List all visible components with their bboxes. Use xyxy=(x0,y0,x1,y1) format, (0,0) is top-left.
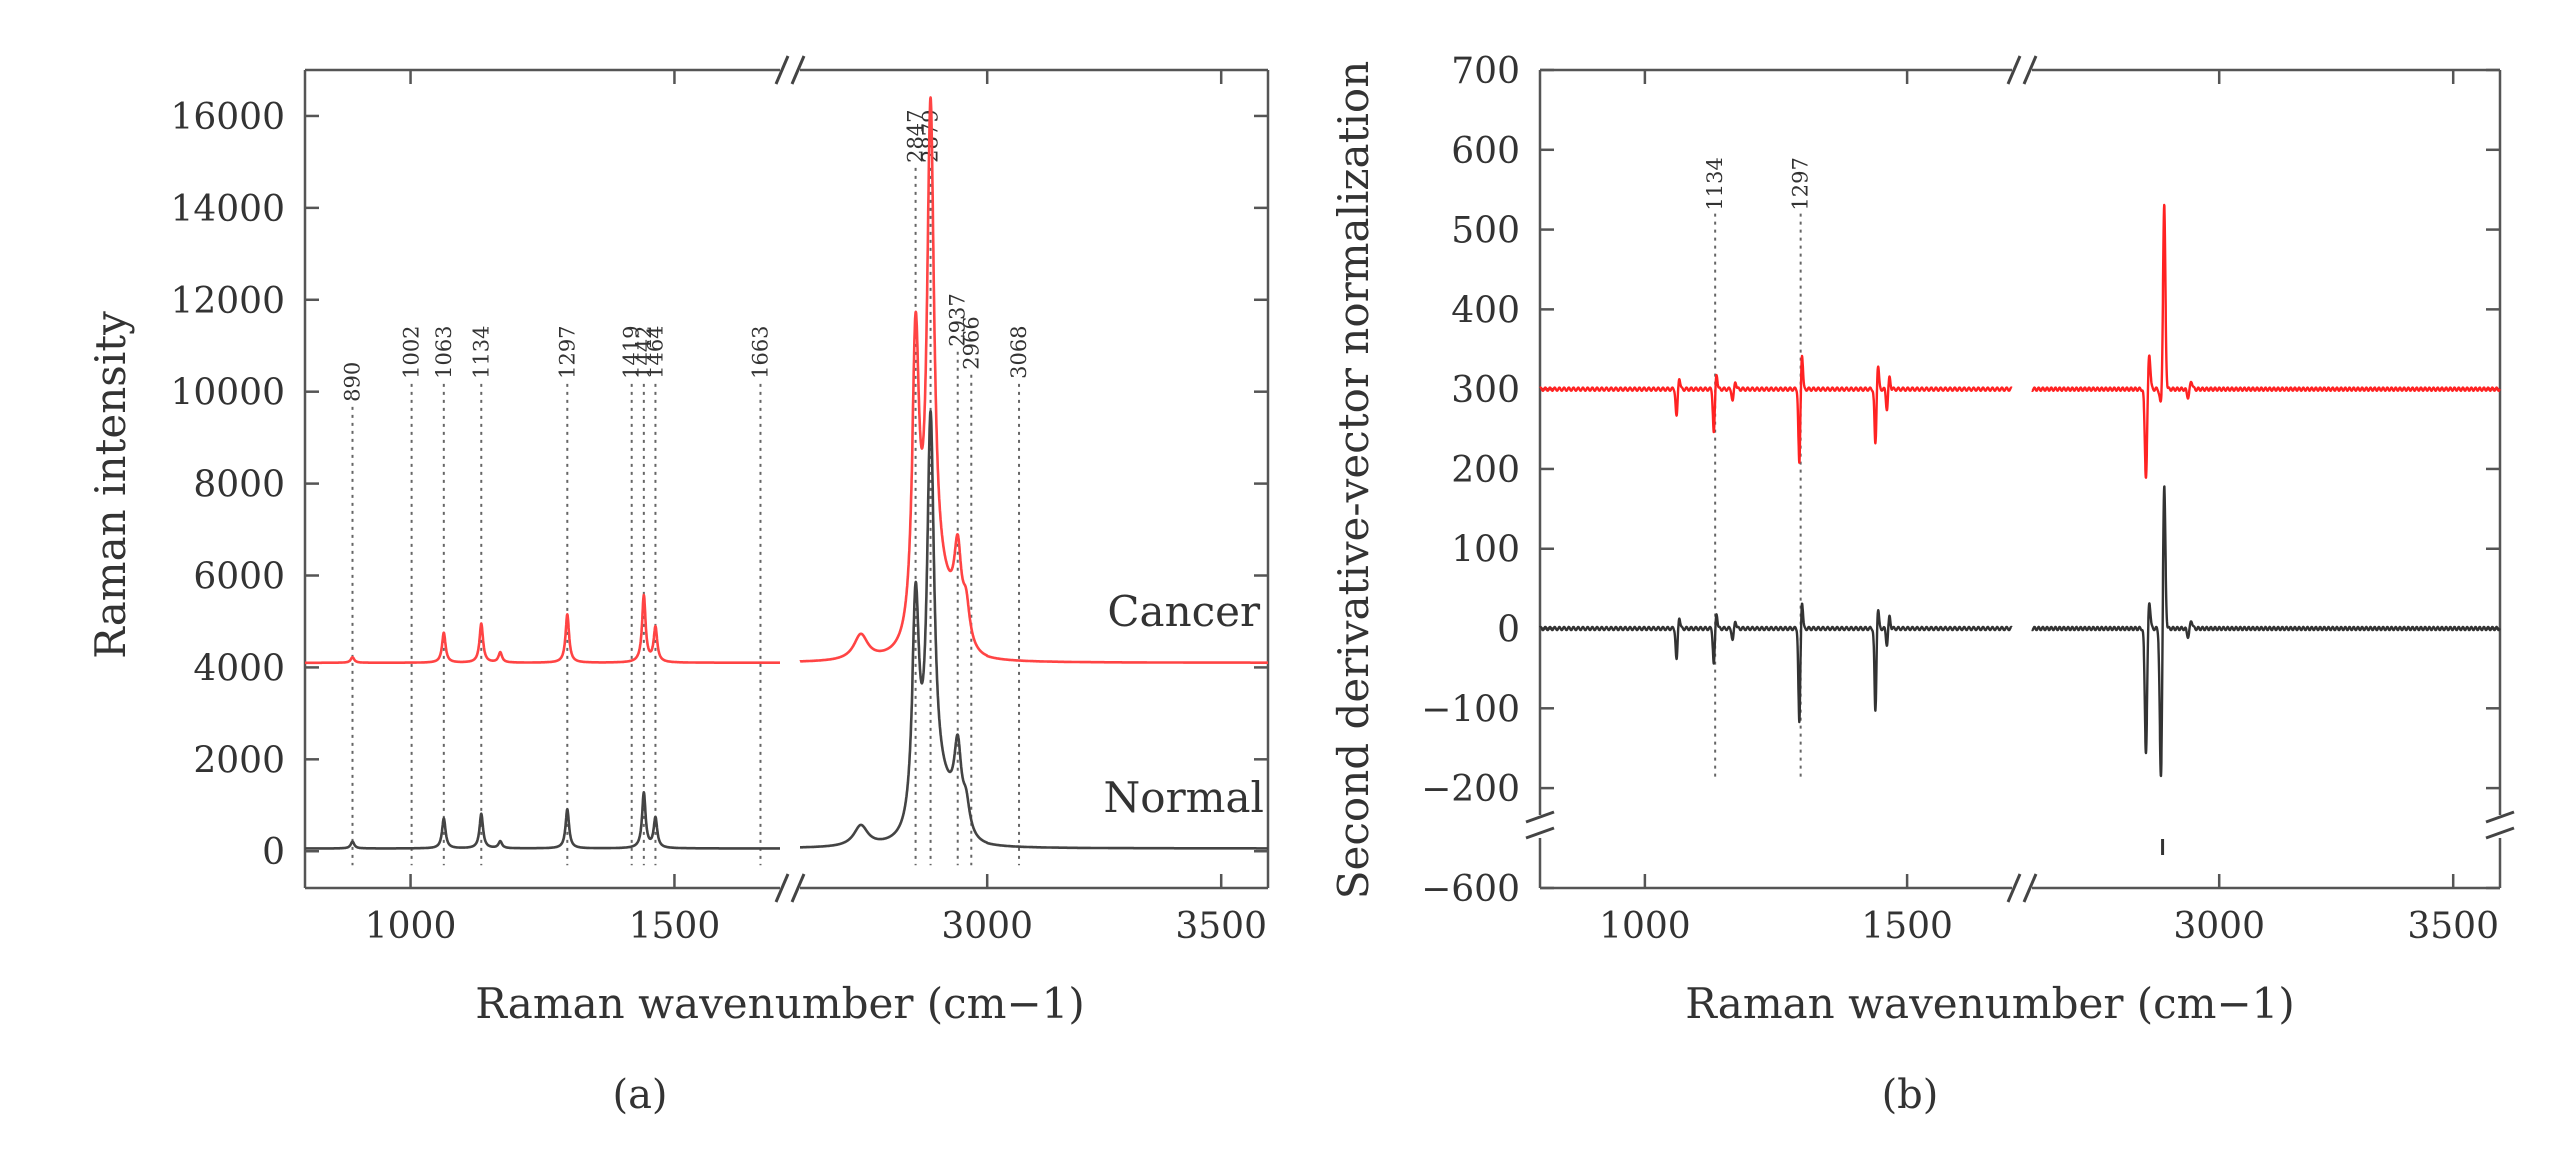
panel-b-y-tick-label: −600 xyxy=(1421,869,1520,910)
panel-b-y-axis-title: Second derivative-vector normalization xyxy=(1329,61,1378,899)
panel-a-x-tick-label: 1000 xyxy=(365,906,457,947)
panel-a-peak-label: 1442 xyxy=(632,325,656,378)
panel-b-series-line-cancer xyxy=(2031,203,2501,479)
panel-a-y-tick-label: 6000 xyxy=(193,557,285,598)
panel-b-y-tick-label: 300 xyxy=(1451,370,1520,411)
panel-a-peak-label: 1134 xyxy=(469,325,493,378)
panel-b-label: (b) xyxy=(1882,1072,1939,1118)
panel-a-peak-label: 1419 xyxy=(620,325,644,378)
panel-a-peak-label: 1063 xyxy=(432,325,456,378)
panel-b-axis-break-mark xyxy=(2022,873,2038,903)
panel-a-series-line-cancer xyxy=(798,96,1270,664)
panel-a-peak-label: 2966 xyxy=(959,316,983,369)
panel-b-series-line-cancer xyxy=(1539,354,2013,464)
panel-a-peak-label: 3068 xyxy=(1007,325,1031,378)
panel-a-peak-label: 1002 xyxy=(400,325,424,378)
panel-a-axis-break-mark xyxy=(790,873,806,903)
panel-b-y-tick-label: −200 xyxy=(1421,769,1520,810)
panel-b-right-break-mark xyxy=(2485,810,2515,824)
panel-a-peak-label: 2937 xyxy=(946,293,970,346)
panel-a-x-tick-label: 3000 xyxy=(941,906,1033,947)
panel-b-y-axis-break-mark xyxy=(1525,810,1555,824)
panel-a-peak-label: 890 xyxy=(341,362,365,402)
panel-a-y-tick-label: 2000 xyxy=(193,740,285,781)
panel-a-axis-break-mark xyxy=(790,55,806,85)
panel-a-axis-break-mark xyxy=(774,55,790,85)
panel-a-x-tick-label: 1500 xyxy=(629,906,721,947)
panel-a-series-line-normal xyxy=(304,791,781,850)
panel-a-y-tick-label: 16000 xyxy=(170,97,285,138)
panel-b-series-line-normal xyxy=(1539,602,2013,724)
panel-a-y-tick-label: 10000 xyxy=(170,373,285,414)
panel-b-y-tick-label: 400 xyxy=(1451,290,1520,331)
panel-b-x-tick-label: 1500 xyxy=(1861,906,1953,947)
panel-b-peak-label: 1134 xyxy=(1703,157,1727,210)
panel-b-y-tick-label: 100 xyxy=(1451,530,1520,571)
panel-a-series-label: Normal xyxy=(1104,773,1264,822)
panel-a-series-line-cancer xyxy=(304,593,781,665)
panel-a-y-axis-title: Raman intensity xyxy=(86,311,135,659)
panel-a-series-line-normal xyxy=(798,409,1270,850)
panel-b-y-tick-label: −100 xyxy=(1421,689,1520,730)
panel-a-peak-label: 1464 xyxy=(643,325,667,378)
panel-a-x-axis-title: Raman wavenumber (cm−1) xyxy=(475,979,1085,1028)
panel-b-right-break-mark xyxy=(2485,826,2515,840)
panel-b-series-line-normal xyxy=(2031,485,2501,778)
panel-a-peak-label: 1297 xyxy=(555,325,579,378)
panel-a-peak-label: 2847 xyxy=(904,109,928,162)
panel-b-y-tick-label: 600 xyxy=(1451,131,1520,172)
panel-a-y-tick-label: 14000 xyxy=(170,189,285,230)
panel-b-chart: −600 −200 −100 0 100 200 300 400 500 600 700 1000 15… xyxy=(1329,51,2515,1118)
panel-a-peak-label: 1663 xyxy=(748,325,772,378)
panel-b-axis-break-mark xyxy=(2006,873,2022,903)
panel-a-y-tick-label: 0 xyxy=(262,832,285,873)
panel-b-axis-break-mark xyxy=(2022,55,2038,85)
panel-b-x-tick-label: 1000 xyxy=(1599,906,1691,947)
panel-b-peak-label: 1297 xyxy=(1789,157,1813,210)
panel-b-y-axis-break-mark xyxy=(1525,826,1555,840)
panel-b-y-tick-label: 500 xyxy=(1451,211,1520,252)
panel-a-label: (a) xyxy=(612,1072,667,1118)
panel-a-axis-break-mark xyxy=(774,873,790,903)
panel-b-x-tick-label: 3000 xyxy=(2173,906,2265,947)
panel-b-x-axis-title: Raman wavenumber (cm−1) xyxy=(1685,979,2295,1028)
panel-a-x-tick-label: 3500 xyxy=(1175,906,1267,947)
panel-a-chart: 0 2000 4000 6000 8000 10000 12000 14000 16000 100… xyxy=(86,55,1270,1118)
panel-b-x-tick-label: 3500 xyxy=(2407,906,2499,947)
panel-b-y-tick-label: 0 xyxy=(1497,610,1520,651)
panel-a-y-tick-label: 8000 xyxy=(193,465,285,506)
panel-b-axis-break-mark xyxy=(2006,55,2022,85)
panel-b-y-tick-label: 700 xyxy=(1451,51,1520,92)
panel-a-series-label: Cancer xyxy=(1107,587,1261,636)
panel-b-y-tick-label: 200 xyxy=(1451,450,1520,491)
panel-a-y-tick-label: 4000 xyxy=(193,648,285,689)
panel-a-y-tick-label: 12000 xyxy=(170,281,285,322)
